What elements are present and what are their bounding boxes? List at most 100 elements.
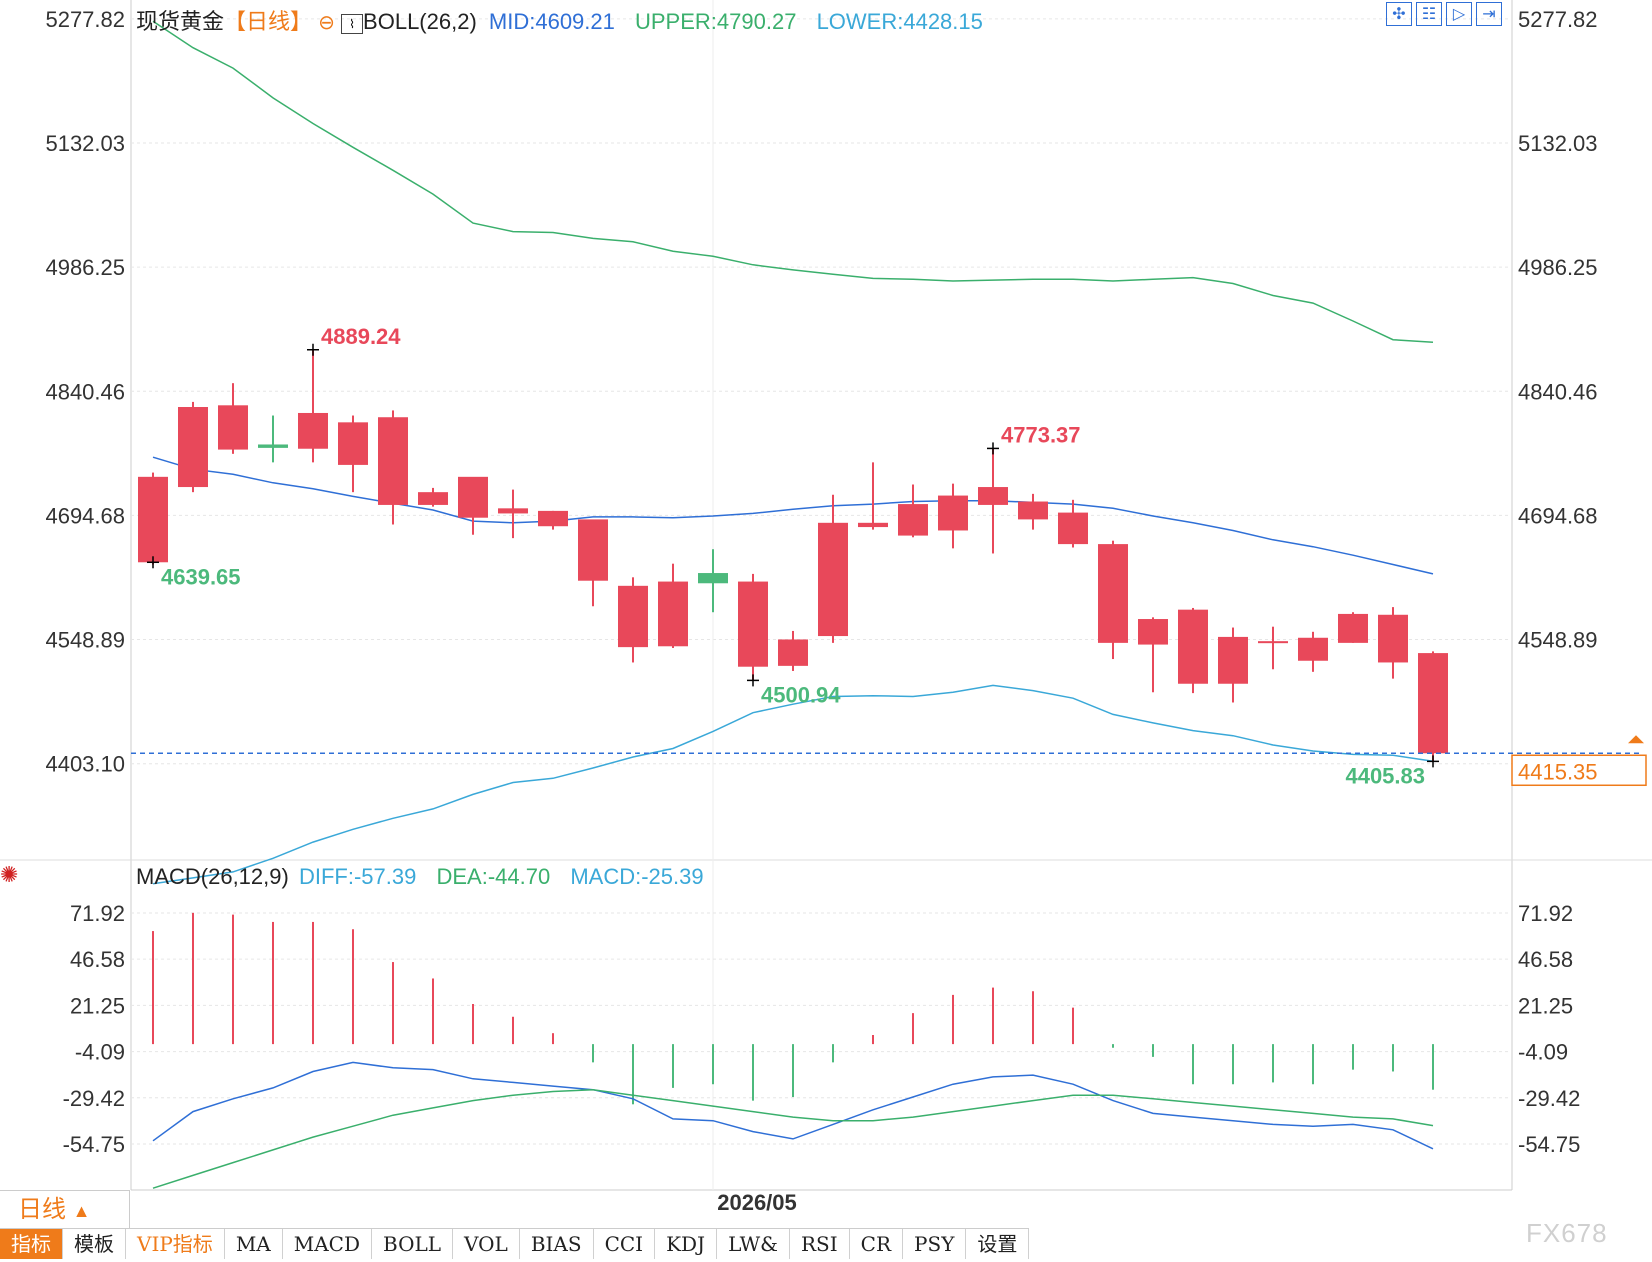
tab-14[interactable]: 设置 xyxy=(966,1229,1030,1259)
candle-body xyxy=(1338,613,1368,643)
macd-y-tick-left: -54.75 xyxy=(63,1132,125,1157)
main-y-tick-left: 4548.89 xyxy=(45,628,125,653)
main-y-tick-right: 5277.82 xyxy=(1518,7,1598,32)
tab-12[interactable]: CR xyxy=(849,1229,904,1259)
main-y-tick-right: 4694.68 xyxy=(1518,503,1598,528)
next-icon[interactable]: ▷ xyxy=(1446,2,1472,26)
tab-9[interactable]: KDJ xyxy=(655,1229,718,1259)
candle-body xyxy=(1058,512,1088,545)
candle-body xyxy=(1218,636,1248,684)
candle-body xyxy=(218,405,248,450)
settings-gear-icon[interactable]: ✺ xyxy=(0,862,19,887)
macd-dea-value: DEA:-44.70 xyxy=(436,864,551,889)
annotation-label: 4773.37 xyxy=(1001,422,1081,447)
candle-body xyxy=(498,508,528,514)
macd-dea-line xyxy=(152,1088,1434,1189)
macd-y-tick-left: 71.92 xyxy=(70,901,125,926)
tab-4[interactable]: MACD xyxy=(282,1229,372,1259)
current-price-line: 4415.35 xyxy=(131,735,1647,787)
tab-11[interactable]: RSI xyxy=(789,1229,850,1259)
candle-body xyxy=(538,510,568,527)
macd-y-tick-right: -54.75 xyxy=(1518,1132,1580,1157)
macd-diff-value: DIFF:-57.39 xyxy=(298,864,417,889)
grid-icon[interactable]: ✣ xyxy=(1386,2,1412,26)
candle-body xyxy=(1378,614,1408,663)
tab-10[interactable]: LW& xyxy=(717,1229,790,1259)
main-y-tick-left: 5277.82 xyxy=(45,7,125,32)
candle-body xyxy=(858,522,888,528)
annotation-label: 4889.24 xyxy=(321,324,401,349)
tab-7[interactable]: BIAS xyxy=(519,1229,594,1259)
candle-body xyxy=(418,492,448,505)
candle-body xyxy=(658,581,688,647)
current-price-value: 4415.35 xyxy=(1518,759,1598,784)
macd-y-tick-left: 21.25 xyxy=(70,993,125,1018)
main-y-tick-left: 4840.46 xyxy=(45,379,125,404)
tab-0[interactable]: 指标 xyxy=(0,1229,63,1259)
tab-5[interactable]: BOLL xyxy=(372,1229,454,1259)
period-selector[interactable]: 日线 ▲ xyxy=(0,1190,130,1228)
candle-body xyxy=(178,407,208,488)
indicator-tab-bar: 指标 模板 VIP指标 MA MACD BOLL VOL BIAS CCI KDJ LW& RSI CR… xyxy=(0,1228,1030,1259)
annotation-label: 4639.65 xyxy=(161,564,241,589)
macd-y-tick-left: -29.42 xyxy=(63,1086,125,1111)
export-icon[interactable]: ⇥ xyxy=(1476,2,1502,26)
boll-mid-line xyxy=(152,456,1434,575)
annotation-label: 4500.94 xyxy=(761,682,841,707)
macd-y-tick-right: 46.58 xyxy=(1518,947,1573,972)
circle-minus-icon[interactable]: ⊖ xyxy=(318,12,335,34)
candle-body xyxy=(938,495,968,531)
macd-y-tick-right: 71.92 xyxy=(1518,901,1573,926)
period-label[interactable]: 【日线】 xyxy=(224,9,313,34)
candle-body xyxy=(1098,544,1128,643)
chart-canvas[interactable]: 5277.82 5277.82 5132.03 5132.03 4986.25 4986.… xyxy=(0,0,1652,1228)
candle-body xyxy=(818,522,848,637)
tab-6[interactable]: VOL xyxy=(453,1229,520,1259)
candlesticks xyxy=(138,349,1448,762)
macd-y-tick-right: -29.42 xyxy=(1518,1086,1580,1111)
macd-histogram xyxy=(152,912,1434,1105)
instrument-title: 现货黄金 xyxy=(136,9,225,34)
main-y-tick-left: 4694.68 xyxy=(45,503,125,528)
main-y-tick-left: 4986.25 xyxy=(45,255,125,280)
tab-1[interactable]: 模板 xyxy=(63,1229,126,1259)
boll-label[interactable]: BOLL(26,2) xyxy=(363,9,477,34)
boll-lower-value: LOWER:4428.15 xyxy=(816,9,983,34)
indicator-chart-icon[interactable]: ⌇ xyxy=(341,14,364,34)
annotation-label: 4405.83 xyxy=(1345,763,1425,788)
boll-lower-line xyxy=(152,684,1434,885)
candle-body xyxy=(378,417,408,505)
main-y-tick-left: 5132.03 xyxy=(45,131,125,156)
main-y-tick-right: 4986.25 xyxy=(1518,255,1598,280)
candle-body xyxy=(578,519,608,581)
macd-label[interactable]: MACD(26,12,9) xyxy=(136,864,289,889)
candle-body xyxy=(298,412,328,449)
boll-lines xyxy=(152,20,1434,885)
tab-2[interactable]: VIP指标 xyxy=(126,1229,225,1259)
price-annotations: 4889.24 4639.65 4773.37 4500.94 4405.83 xyxy=(147,324,1439,788)
candle-body xyxy=(1178,609,1208,684)
main-y-tick-labels: 5277.82 5277.82 5132.03 5132.03 4986.25 4986.… xyxy=(45,7,1597,777)
candle-body xyxy=(1258,641,1288,644)
candle-body xyxy=(1298,637,1328,661)
candle-body xyxy=(698,573,728,584)
triangle-up-icon: ▲ xyxy=(72,1201,91,1221)
tab-3[interactable]: MA xyxy=(224,1229,283,1259)
candle-body xyxy=(458,476,488,518)
candle-body xyxy=(618,585,648,648)
bars-icon[interactable]: ☷ xyxy=(1416,2,1442,26)
macd-diff-line xyxy=(152,1061,1434,1150)
macd-y-tick-left: -4.09 xyxy=(75,1040,125,1065)
candle-body xyxy=(898,504,928,536)
watermark: FX678 xyxy=(1526,1218,1608,1248)
tab-13[interactable]: PSY xyxy=(903,1229,967,1259)
macd-lines xyxy=(152,1061,1434,1189)
macd-grid xyxy=(131,912,1512,1145)
x-axis-labels: 2026/05 xyxy=(717,1190,797,1215)
price-arrow-icon xyxy=(1628,735,1644,744)
main-y-tick-left: 4403.10 xyxy=(45,752,125,777)
x-axis-label-month: 2026/05 xyxy=(717,1190,797,1215)
main-y-tick-right: 4548.89 xyxy=(1518,628,1598,653)
tab-8[interactable]: CCI xyxy=(593,1229,656,1259)
main-y-tick-right: 4840.46 xyxy=(1518,379,1598,404)
